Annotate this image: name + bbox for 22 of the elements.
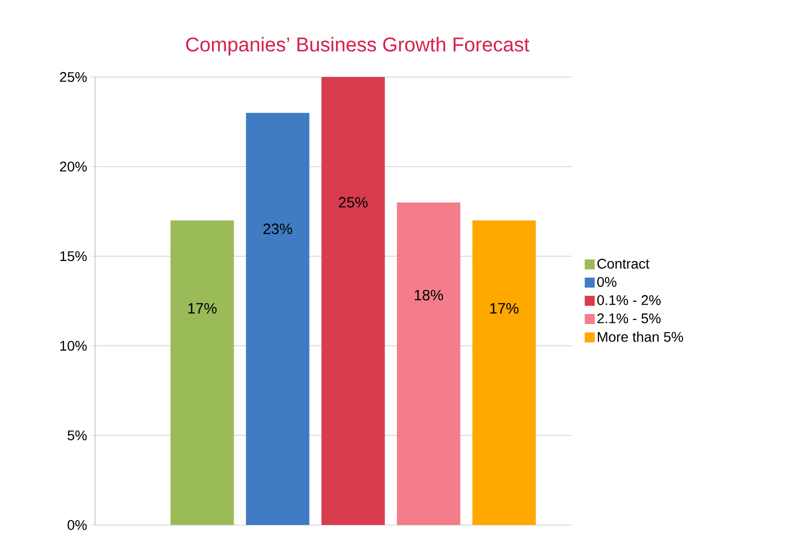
- legend-label: Contract: [597, 258, 650, 269]
- bar: [170, 220, 234, 525]
- data-label: 23%: [263, 224, 292, 234]
- legend-label: 0%: [597, 276, 616, 287]
- y-tick-label: 25%: [60, 72, 87, 82]
- data-label: 17%: [188, 303, 217, 314]
- bar: [472, 220, 536, 525]
- legend-label: 0.1% - 2%: [597, 295, 661, 306]
- bar: [246, 112, 310, 525]
- legend-label: 2.1% - 5%: [597, 313, 661, 324]
- data-label: 18%: [414, 290, 444, 300]
- bar: [321, 76, 385, 525]
- chart-title: Companies’ Business Growth Forecast: [186, 36, 530, 56]
- bar: [396, 202, 460, 525]
- y-tick-label: 5%: [68, 430, 87, 440]
- data-label: 25%: [338, 196, 368, 208]
- y-tick-label: 0%: [68, 520, 87, 530]
- y-tick-label: 10%: [60, 340, 87, 351]
- data-label: 17%: [490, 303, 518, 314]
- y-tick-label: 20%: [60, 162, 87, 172]
- legend-label: More than 5%: [598, 332, 684, 342]
- y-tick-label: 15%: [60, 251, 87, 262]
